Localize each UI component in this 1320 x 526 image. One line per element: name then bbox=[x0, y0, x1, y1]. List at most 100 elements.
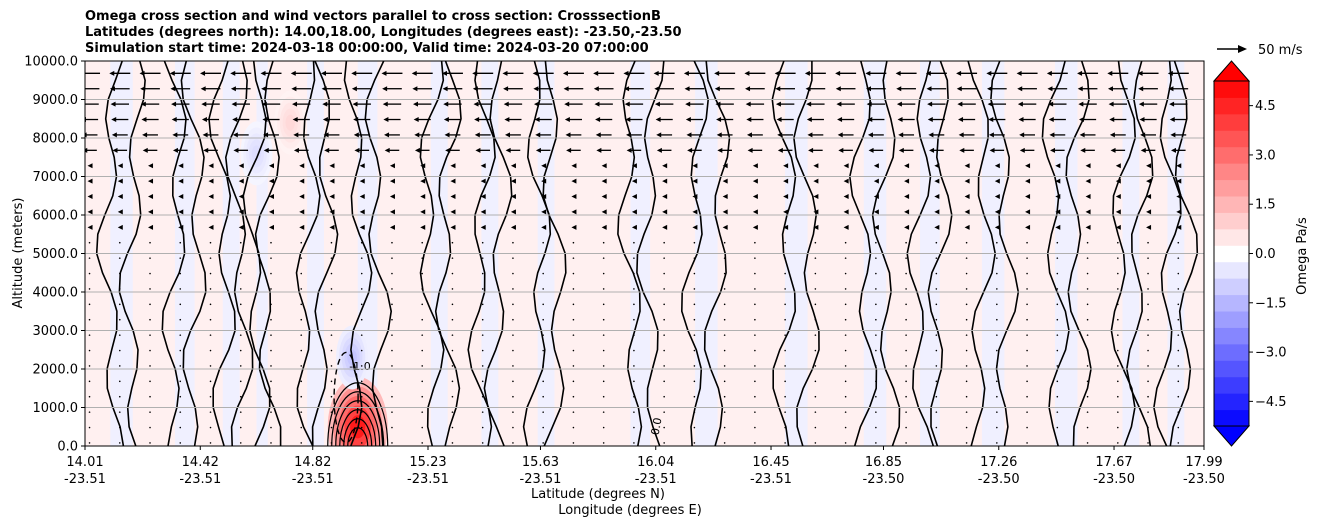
wind-vector bbox=[1025, 178, 1031, 184]
wind-vector bbox=[330, 349, 333, 352]
wind-vector bbox=[451, 365, 454, 367]
wind-vector bbox=[1138, 86, 1158, 92]
wind-vector bbox=[572, 318, 575, 321]
wind-vector bbox=[866, 86, 886, 92]
wind-vector bbox=[601, 163, 607, 169]
wind-vector bbox=[480, 209, 486, 215]
wind-vector bbox=[353, 117, 371, 123]
wind-vector bbox=[1117, 349, 1119, 352]
wind-vector bbox=[450, 178, 456, 184]
wind-vector bbox=[1016, 70, 1038, 76]
wind-vector bbox=[996, 318, 998, 321]
wind-vector bbox=[896, 101, 916, 107]
wind-vector bbox=[996, 303, 998, 306]
wind-vector bbox=[330, 303, 333, 306]
title-line-3: Simulation start time: 2024-03-18 00:00:… bbox=[85, 41, 649, 56]
wind-vector bbox=[814, 349, 817, 352]
wind-vector bbox=[986, 86, 1007, 92]
wind-vector bbox=[783, 224, 789, 230]
wind-vector bbox=[625, 117, 643, 123]
wind-vector bbox=[693, 303, 696, 306]
wind-vector bbox=[965, 334, 968, 336]
wind-vector bbox=[723, 303, 726, 306]
wind-vector bbox=[843, 178, 849, 184]
wind-vector bbox=[209, 349, 212, 352]
wind-vector bbox=[844, 349, 847, 352]
colorbar-level bbox=[1214, 311, 1249, 328]
wind-vector bbox=[843, 163, 849, 169]
wind-vector bbox=[239, 380, 242, 383]
wind-vector bbox=[290, 70, 312, 76]
wind-vector bbox=[631, 209, 637, 215]
x-tick-label-lon: -23.50 bbox=[978, 472, 1020, 487]
wind-vector bbox=[299, 178, 305, 184]
wind-vector bbox=[784, 349, 786, 352]
wind-vector bbox=[209, 380, 212, 383]
wind-vector bbox=[1080, 147, 1095, 153]
wind-vector bbox=[239, 426, 242, 429]
wind-vector bbox=[87, 178, 93, 184]
wind-vector bbox=[866, 101, 886, 107]
wind-vector bbox=[631, 178, 637, 184]
wind-vector bbox=[1146, 163, 1152, 169]
wind-vector bbox=[562, 70, 584, 76]
wind-vector bbox=[663, 365, 665, 367]
wind-vector bbox=[111, 117, 129, 123]
wind-vector bbox=[330, 334, 333, 336]
wind-vector bbox=[1146, 178, 1152, 184]
wind-vector bbox=[965, 395, 968, 398]
wind-vector bbox=[925, 70, 947, 76]
wind-vector bbox=[905, 318, 907, 321]
wind-vector bbox=[722, 178, 728, 184]
wind-vector bbox=[360, 303, 363, 306]
wind-vector bbox=[867, 132, 884, 138]
wind-vector bbox=[958, 132, 975, 138]
wind-vector bbox=[654, 86, 675, 92]
colorbar-level bbox=[1214, 245, 1249, 263]
colorbar-tick-label: 4.5 bbox=[1255, 99, 1276, 114]
wind-vector bbox=[142, 132, 158, 138]
wind-vector bbox=[201, 101, 220, 107]
wind-vector bbox=[784, 395, 786, 398]
wind-vector bbox=[964, 163, 970, 169]
wind-vector bbox=[117, 224, 123, 230]
wind-vector bbox=[330, 272, 333, 275]
colorbar-level bbox=[1214, 393, 1249, 411]
wind-vector bbox=[875, 288, 877, 290]
wind-vector bbox=[359, 194, 365, 200]
wind-vector bbox=[171, 117, 189, 123]
wind-vector bbox=[321, 86, 342, 92]
wind-vector bbox=[329, 209, 335, 215]
wind-vector bbox=[714, 86, 735, 92]
colorbar-level bbox=[1214, 327, 1249, 345]
wind-vector bbox=[1147, 365, 1149, 367]
wind-vector bbox=[875, 303, 877, 306]
wind-vector bbox=[996, 411, 998, 413]
wind-vector bbox=[414, 132, 431, 138]
wind-vector bbox=[391, 365, 393, 367]
wind-vector bbox=[481, 426, 484, 429]
wind-vector bbox=[209, 365, 212, 367]
wind-vector bbox=[1086, 257, 1089, 259]
wind-vector bbox=[1056, 442, 1059, 444]
wind-vector bbox=[1171, 147, 1186, 153]
x-tick-label-lon: -23.51 bbox=[635, 472, 677, 487]
wind-vector bbox=[1026, 318, 1028, 321]
wind-vector bbox=[1086, 288, 1089, 290]
wind-vector bbox=[1086, 303, 1089, 306]
wind-vector bbox=[149, 426, 151, 429]
wind-vector bbox=[602, 349, 605, 352]
x-tick-label-lon: -23.51 bbox=[520, 472, 562, 487]
wind-vector bbox=[232, 117, 250, 123]
wind-vector bbox=[895, 70, 917, 76]
wind-vector bbox=[300, 380, 303, 383]
wind-vector bbox=[1050, 147, 1065, 153]
wind-vector bbox=[351, 70, 373, 76]
wind-vector bbox=[844, 380, 847, 383]
wind-vector bbox=[411, 70, 433, 76]
wind-vector bbox=[200, 70, 221, 76]
wind-vector bbox=[111, 132, 128, 138]
wind-vector bbox=[149, 288, 151, 290]
wind-vector bbox=[179, 365, 182, 367]
wind-vector bbox=[1117, 411, 1119, 413]
